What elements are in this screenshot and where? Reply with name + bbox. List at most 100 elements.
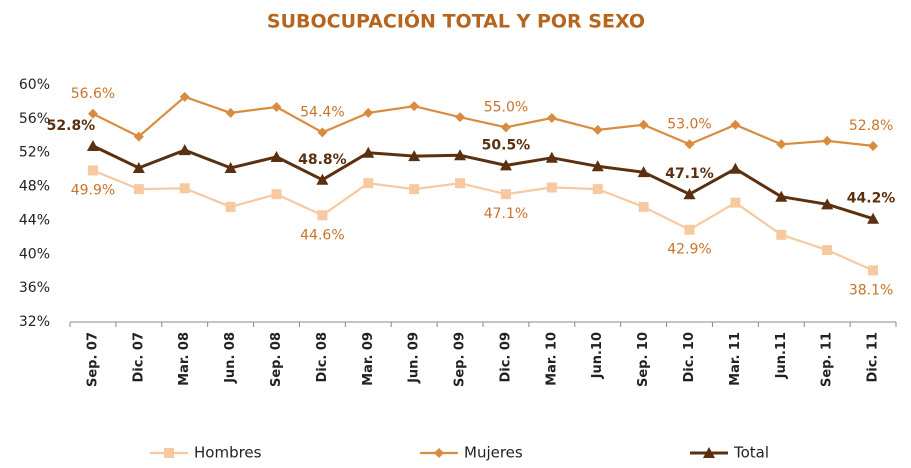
x-tick-label: Dic. 07	[131, 332, 146, 383]
data-label: 48.8%	[298, 152, 347, 168]
y-tick-label: 52%	[19, 145, 50, 161]
marker	[729, 162, 742, 174]
series: 56.6% 54.4% 55.0% 53.0% 52.8%	[71, 86, 893, 151]
marker	[133, 131, 144, 142]
data-label: 44.2%	[847, 191, 896, 207]
marker	[730, 197, 741, 208]
legend-label: Hombres	[194, 444, 262, 462]
series: 52.8% 48.8% 50.5% 47.1% 44.2%	[47, 118, 896, 224]
marker	[316, 173, 329, 185]
x-tick-label: Jun.11	[774, 332, 789, 379]
marker	[179, 183, 190, 194]
marker	[730, 119, 741, 130]
marker	[87, 165, 98, 176]
legend-marker	[164, 448, 174, 458]
marker	[455, 178, 466, 189]
x-tick-label: Mar. 08	[177, 332, 192, 386]
legend-label: Mujeres	[464, 444, 523, 462]
marker	[317, 210, 328, 221]
marker	[409, 184, 420, 195]
x-tick-label: Jun. 08	[223, 332, 238, 384]
x-tick-label: Mar. 10	[544, 332, 559, 386]
marker	[776, 229, 787, 240]
marker	[178, 144, 191, 156]
line	[92, 95, 874, 147]
marker	[363, 107, 374, 118]
x-tick-label: Dic. 10	[682, 332, 697, 383]
y-tick-label: 48%	[19, 179, 50, 195]
x-tick-label: Mar. 09	[361, 332, 376, 386]
y-tick-label: 60%	[19, 77, 50, 93]
marker	[179, 91, 190, 102]
marker	[545, 151, 558, 163]
x-tick-label: Sep. 10	[636, 332, 651, 387]
marker	[638, 119, 649, 130]
marker	[499, 159, 512, 171]
marker	[684, 224, 695, 235]
data-label: 54.4%	[300, 104, 344, 120]
y-tick-label: 36%	[19, 280, 50, 296]
data-label: 50.5%	[482, 137, 531, 153]
marker	[592, 124, 603, 135]
marker	[637, 166, 650, 178]
marker	[868, 265, 879, 276]
marker	[868, 140, 879, 151]
marker	[684, 139, 695, 150]
marker	[132, 161, 145, 173]
x-tick-label: Sep. 08	[269, 332, 284, 387]
marker	[683, 188, 696, 200]
marker	[638, 201, 649, 212]
marker	[225, 201, 236, 212]
data-label: 52.8%	[47, 118, 96, 134]
x-tick-label: Sep. 11	[820, 332, 835, 387]
data-label: 55.0%	[484, 99, 528, 115]
x-tick-label: Dic. 11	[866, 332, 881, 383]
x-tick-label: Mar. 11	[728, 332, 743, 386]
data-label: 52.8%	[849, 118, 893, 134]
marker	[86, 139, 99, 151]
legend-marker	[434, 448, 444, 458]
data-label: 56.6%	[71, 86, 115, 102]
data-label: 44.6%	[300, 227, 344, 243]
marker	[821, 198, 834, 210]
x-tick-label: Dic. 08	[315, 332, 330, 383]
marker	[271, 189, 282, 200]
x-tick-label: Jun.10	[590, 332, 605, 379]
marker	[133, 184, 144, 195]
marker	[500, 189, 511, 200]
x-tick-label: Sep. 09	[453, 332, 468, 387]
x-tick-label: Dic. 09	[498, 332, 513, 383]
marker	[546, 182, 557, 193]
line	[92, 169, 874, 272]
marker	[317, 127, 328, 138]
marker	[224, 161, 237, 173]
marker	[592, 184, 603, 195]
marker	[867, 212, 880, 224]
marker	[409, 101, 420, 112]
data-label: 38.1%	[849, 282, 893, 298]
line	[92, 144, 874, 221]
data-label: 49.9%	[71, 182, 115, 198]
legend-marker	[703, 447, 715, 458]
marker	[362, 146, 375, 158]
marker	[822, 245, 833, 256]
data-label: 47.1%	[484, 206, 528, 222]
marker	[271, 102, 282, 113]
marker	[87, 108, 98, 119]
chart-title: SUBOCUPACIÓN TOTAL Y POR SEXO	[267, 9, 645, 33]
data-label: 47.1%	[665, 166, 714, 182]
marker	[408, 150, 421, 162]
y-tick-label: 32%	[19, 314, 50, 330]
marker	[454, 149, 467, 161]
x-tick-label: Jun. 09	[407, 332, 422, 384]
marker	[455, 112, 466, 123]
marker	[500, 122, 511, 133]
marker	[270, 150, 283, 162]
marker	[776, 139, 787, 150]
legend-label: Total	[733, 444, 769, 462]
marker	[225, 107, 236, 118]
data-label: 53.0%	[667, 116, 711, 132]
series: 49.9% 44.6% 47.1% 42.9% 38.1%	[71, 165, 893, 298]
y-tick-label: 44%	[19, 212, 50, 228]
y-tick-label: 56%	[19, 111, 50, 127]
